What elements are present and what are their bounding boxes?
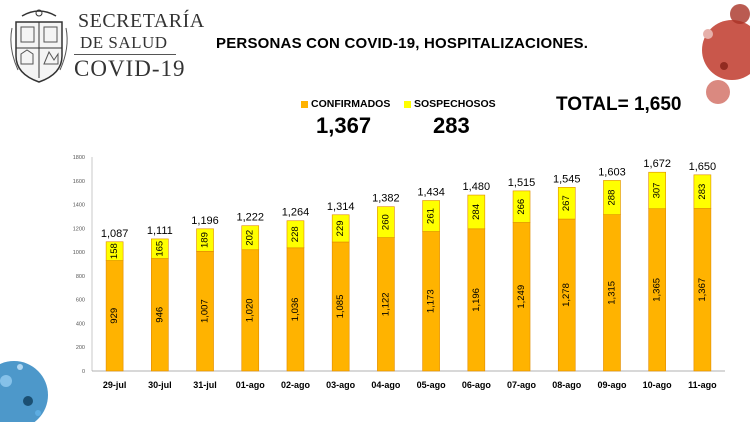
data-label-confirmados: 1,315 <box>606 281 617 305</box>
data-label-confirmados: 1,196 <box>471 288 482 312</box>
data-label-sospechosos: 165 <box>154 241 165 257</box>
data-label-sospechosos: 202 <box>245 230 256 246</box>
data-label-total: 1,480 <box>463 181 491 193</box>
data-label-sospechosos: 229 <box>335 220 346 236</box>
data-label-confirmados: 1,007 <box>200 299 211 323</box>
data-label-total: 1,314 <box>327 201 355 213</box>
y-tick-label: 200 <box>76 345 85 351</box>
y-tick-label: 0 <box>82 369 85 375</box>
legend-label-confirmados: CONFIRMADOS <box>311 98 391 110</box>
x-tick-label: 05-ago <box>417 380 447 390</box>
y-tick-label: 800 <box>76 274 85 280</box>
data-label-sospechosos: 260 <box>380 214 391 230</box>
data-label-total: 1,434 <box>417 187 445 199</box>
data-label-confirmados: 929 <box>109 308 120 324</box>
bar-sospechosos <box>648 171 666 210</box>
legend-item-confirmados: CONFIRMADOS <box>301 98 390 110</box>
chart-title: PERSONAS CON COVID-19, HOSPITALIZACIONES… <box>216 35 589 52</box>
y-tick-label: 1000 <box>73 250 85 256</box>
legend-swatch-confirmados <box>301 100 308 108</box>
bar-sospechosos <box>377 206 395 238</box>
data-label-total: 1,196 <box>191 215 219 227</box>
data-label-sospechosos: 284 <box>471 204 482 220</box>
bar-sospechosos <box>693 174 712 209</box>
data-label-sospechosos: 189 <box>200 232 211 248</box>
x-tick-label: 11-ago <box>688 380 717 390</box>
data-label-total: 1,672 <box>643 158 671 170</box>
data-label-sospechosos: 283 <box>697 184 708 200</box>
x-tick-label: 04-ago <box>371 380 401 390</box>
x-tick-label: 30-jul <box>148 380 172 390</box>
data-label-confirmados: 1,085 <box>335 295 346 319</box>
data-label-total: 1,650 <box>689 161 717 173</box>
org-name-line1: SECRETARÍA <box>78 10 205 32</box>
data-label-sospechosos: 266 <box>516 199 527 215</box>
shield-icon <box>10 9 68 83</box>
org-name-line2: DE SALUD <box>80 33 168 52</box>
bar-sospechosos <box>467 194 486 230</box>
y-tick-label: 1200 <box>73 226 85 232</box>
x-tick-label: 08-ago <box>552 380 582 390</box>
bar-sospechosos <box>557 187 576 220</box>
x-tick-label: 02-ago <box>281 380 311 390</box>
y-tick-label: 1400 <box>73 203 85 209</box>
x-tick-label: 09-ago <box>597 380 627 390</box>
y-tick-label: 1600 <box>73 179 85 185</box>
virus-decoration-top-right-icon <box>702 4 750 104</box>
data-label-total: 1,603 <box>598 166 626 178</box>
total-count: TOTAL= 1,650 <box>556 94 682 115</box>
bar-sospechosos <box>331 214 350 243</box>
bar-sospechosos <box>151 238 169 259</box>
org-program-name: COVID-19 <box>74 56 186 81</box>
x-tick-label: 10-ago <box>643 380 673 390</box>
data-label-sospechosos: 267 <box>561 195 572 211</box>
x-tick-label: 03-ago <box>326 380 356 390</box>
legend-label-sospechosos: SOSPECHOSOS <box>414 98 496 110</box>
data-label-confirmados: 1,036 <box>290 298 301 322</box>
data-label-confirmados: 1,367 <box>697 278 708 302</box>
bar-sospechosos <box>603 180 621 215</box>
data-label-confirmados: 1,020 <box>245 298 256 322</box>
data-label-confirmados: 1,278 <box>561 283 572 307</box>
y-tick-label: 1800 <box>73 155 85 161</box>
bar-sospechosos <box>512 190 531 223</box>
x-tick-label: 07-ago <box>507 380 537 390</box>
data-label-total: 1,515 <box>508 177 536 189</box>
x-tick-label: 31-jul <box>193 380 217 390</box>
bar-sospechosos <box>105 241 124 261</box>
data-label-confirmados: 946 <box>154 307 165 323</box>
legend-item-sospechosos: SOSPECHOSOS <box>404 98 496 110</box>
x-tick-label: 06-ago <box>462 380 492 390</box>
data-label-sospechosos: 158 <box>109 243 120 259</box>
bar-sospechosos <box>422 200 440 232</box>
data-label-total: 1,264 <box>282 207 310 219</box>
data-label-confirmados: 1,249 <box>516 285 527 309</box>
data-label-confirmados: 1,122 <box>380 292 391 316</box>
data-label-sospechosos: 307 <box>652 183 663 199</box>
legend-swatch-sospechosos <box>404 100 411 108</box>
data-label-sospechosos: 228 <box>290 226 301 242</box>
bar-sospechosos <box>286 220 305 249</box>
data-label-total: 1,087 <box>101 228 129 240</box>
bar-sospechosos <box>196 228 214 252</box>
x-tick-label: 01-ago <box>236 380 266 390</box>
confirmados-count: 1,367 <box>316 113 372 138</box>
y-tick-label: 400 <box>76 321 85 327</box>
data-label-total: 1,111 <box>147 225 173 237</box>
bar-sospechosos <box>241 225 260 251</box>
data-label-total: 1,545 <box>553 173 581 185</box>
data-label-confirmados: 1,173 <box>426 289 437 313</box>
y-tick-label: 600 <box>76 298 85 304</box>
data-label-total: 1,222 <box>236 212 264 224</box>
data-label-sospechosos: 288 <box>606 190 617 206</box>
virus-decoration-bottom-left-icon <box>0 361 48 422</box>
x-tick-label: 29-jul <box>103 380 127 390</box>
sospechosos-count: 283 <box>433 113 470 138</box>
data-label-sospechosos: 261 <box>426 208 437 224</box>
data-label-confirmados: 1,365 <box>652 278 663 302</box>
state-seal-logo <box>10 9 68 83</box>
org-divider <box>74 54 176 55</box>
data-label-total: 1,382 <box>372 193 400 205</box>
